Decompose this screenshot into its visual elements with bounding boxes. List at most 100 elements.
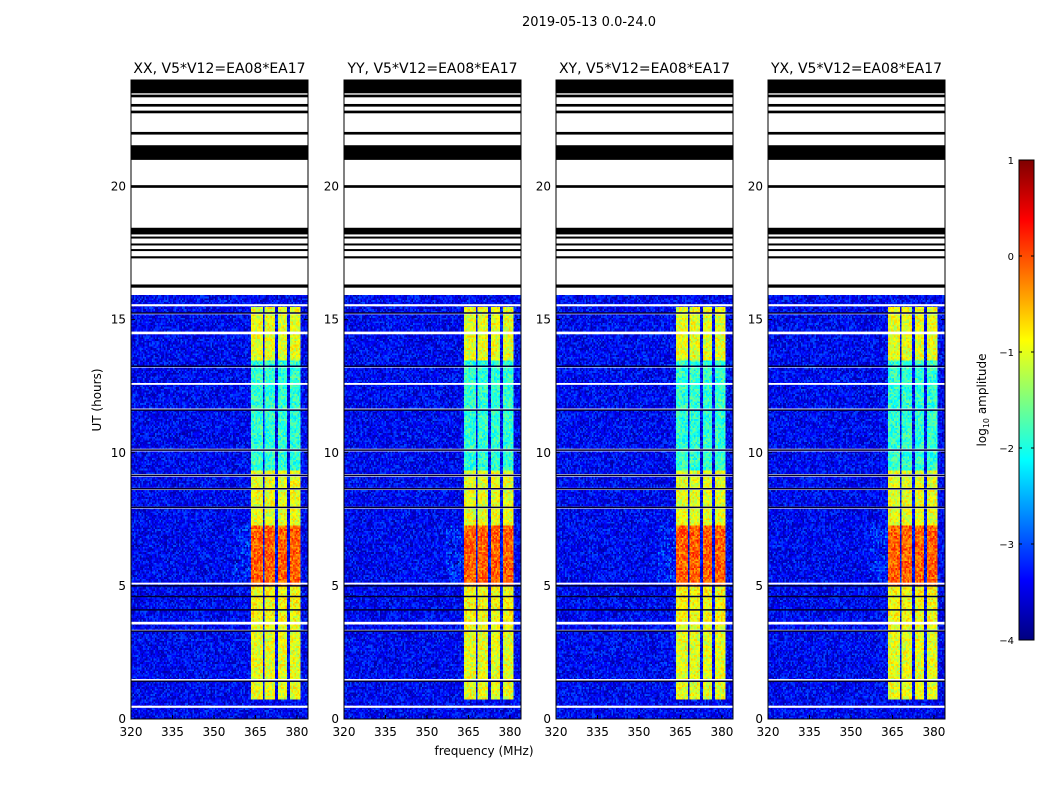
x-tick-label: 350 — [416, 725, 439, 739]
flagged-full-interval — [344, 243, 521, 246]
x-tick-label: 365 — [244, 725, 267, 739]
x-tick-label: 365 — [881, 725, 904, 739]
panel-frame — [130, 79, 309, 720]
flagged-full-interval — [768, 236, 945, 239]
flagged-full-interval — [344, 80, 521, 94]
y-tick-label: 15 — [536, 313, 551, 327]
flagged-full-interval — [131, 103, 308, 107]
panel-3: XY, V5*V12=EA08*EA17 320 335 350 365 380 0 5 10 1… — [536, 61, 734, 739]
flagged-full-interval — [768, 145, 945, 160]
flagged-full-interval — [344, 145, 521, 160]
flagged-interval — [344, 304, 521, 307]
x-tick-label: 380 — [710, 725, 733, 739]
flagged-full-interval — [556, 103, 733, 107]
flagged-full-interval — [131, 131, 308, 135]
flagged-full-interval — [556, 94, 733, 98]
flagged-interval — [344, 679, 521, 682]
y-tick-label: 20 — [536, 180, 551, 194]
y-tick-label: 0 — [331, 712, 339, 726]
x-tick-label: 380 — [498, 725, 521, 739]
flagged-interval — [768, 621, 945, 625]
flagged-full-interval — [344, 236, 521, 239]
flagged-full-interval — [131, 227, 308, 235]
flagged-full-interval — [344, 94, 521, 98]
flagged-full-interval — [344, 131, 521, 135]
panel-title: YY, V5*V12=EA08*EA17 — [346, 61, 517, 77]
x-tick-label: 335 — [374, 725, 397, 739]
flagged-full-interval — [556, 249, 733, 252]
flagged-interval — [768, 408, 945, 411]
panel-2: YY, V5*V12=EA08*EA17 320 335 350 365 380 0 5 10 1… — [324, 61, 522, 739]
panel-title: YX, V5*V12=EA08*EA17 — [770, 61, 942, 77]
flagged-full-interval — [131, 243, 308, 246]
flagged-full-interval — [344, 110, 521, 114]
flagged-interval — [344, 331, 521, 335]
flagged-interval — [131, 408, 308, 411]
flagged-interval — [768, 582, 945, 585]
x-tick-label: 365 — [457, 725, 480, 739]
colorbar: 1 0 −1 −2 −3 −4 log10 amplitude — [975, 156, 1035, 647]
x-tick-label: 350 — [840, 725, 863, 739]
flagged-full-interval — [556, 284, 733, 288]
flagged-interval — [131, 382, 308, 385]
flagged-interval — [556, 304, 733, 307]
panel-frame — [767, 79, 946, 720]
flagged-interval — [344, 621, 521, 625]
flagged-full-interval — [344, 185, 521, 188]
x-tick-label: 335 — [586, 725, 609, 739]
flagged-full-interval — [556, 236, 733, 239]
y-tick-label: 10 — [111, 446, 126, 460]
x-tick-label: 320 — [120, 725, 143, 739]
flagged-full-interval — [556, 110, 733, 114]
flagged-full-interval — [556, 185, 733, 188]
colorbar-ticks: 1 0 −1 −2 −3 −4 — [999, 156, 1034, 647]
panel-1: XX, V5*V12=EA08*EA17 320 335 350 365 380 0 5 10 1… — [111, 61, 309, 739]
y-tick-label: 5 — [331, 579, 339, 593]
flagged-interval — [556, 408, 733, 411]
flagged-full-interval — [131, 249, 308, 252]
y-tick-label: 0 — [118, 712, 126, 726]
flagged-interval — [131, 582, 308, 585]
flagged-full-interval — [768, 131, 945, 135]
flagged-full-interval — [344, 249, 521, 252]
flagged-interval — [131, 705, 308, 708]
colorbar-label: log10 amplitude — [975, 354, 991, 447]
colorbar-tick-label: −1 — [999, 348, 1014, 359]
flagged-full-interval — [556, 131, 733, 135]
figure-title: 2019-05-13 0.0-24.0 — [522, 15, 656, 30]
y-tick-label: 5 — [543, 579, 551, 593]
flagged-full-interval — [344, 284, 521, 288]
flagged-full-interval — [131, 94, 308, 98]
flagged-interval — [131, 621, 308, 625]
y-tick-label: 15 — [324, 313, 339, 327]
y-tick-label: 20 — [111, 180, 126, 194]
flagged-full-interval — [344, 227, 521, 235]
panel-title: XY, V5*V12=EA08*EA17 — [559, 61, 730, 77]
panel-frame — [555, 79, 734, 720]
flagged-full-interval — [131, 256, 308, 259]
flagged-interval — [344, 408, 521, 411]
flagged-full-interval — [556, 256, 733, 259]
flagged-interval — [131, 331, 308, 335]
flagged-full-interval — [768, 94, 945, 98]
flagged-full-interval — [344, 256, 521, 259]
x-tick-label: 350 — [628, 725, 651, 739]
panels-group: XX, V5*V12=EA08*EA17 320 335 350 365 380 0 5 10 1… — [111, 61, 946, 739]
flagged-interval — [556, 705, 733, 708]
flagged-interval — [768, 304, 945, 307]
x-tick-label: 335 — [798, 725, 821, 739]
x-tick-label: 380 — [285, 725, 308, 739]
flagged-full-interval — [131, 236, 308, 239]
y-tick-label: 5 — [118, 579, 126, 593]
flagged-interval — [768, 679, 945, 682]
y-tick-label: 20 — [324, 180, 339, 194]
y-tick-label: 10 — [324, 446, 339, 460]
y-tick-label: 15 — [748, 313, 763, 327]
x-tick-label: 320 — [757, 725, 780, 739]
flagged-interval — [768, 705, 945, 708]
flagged-full-interval — [344, 103, 521, 107]
panel-frame — [343, 79, 522, 720]
x-tick-label: 335 — [161, 725, 184, 739]
flagged-full-interval — [131, 284, 308, 288]
flagged-interval — [131, 679, 308, 682]
